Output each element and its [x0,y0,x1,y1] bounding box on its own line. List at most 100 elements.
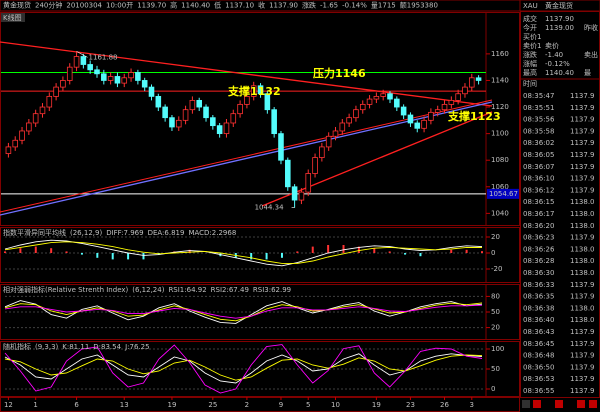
header-item: 1137.10 [225,2,254,10]
candle-body [468,77,475,88]
candle-body [305,173,312,193]
quote-label: 买价1 [523,33,541,41]
tick-price: 1137.9 [570,387,595,395]
annotation: 支撑1132 [227,84,281,98]
candle-body [141,80,148,88]
y-tick-label: 20 [491,324,500,332]
candle-body [428,111,434,121]
candle-body [285,159,291,188]
header-item: -0.14% [342,2,367,10]
legend-item: RSI3:62.99 [253,286,291,294]
tick-price: 1138.0 [570,210,595,218]
candle-body [94,69,100,75]
quote-value: -1.40 [545,51,563,59]
candle-body [196,99,202,108]
y-tick-label: 1080 [491,156,509,164]
legend-item: RSI1:64.92 [168,286,206,294]
candle-body [298,191,305,201]
quote-label: 卖价1 [523,42,541,50]
value-label: 1044.34 [255,204,284,212]
candle-body [434,109,441,113]
x-tick-label: 6 [74,401,79,409]
icon[interactable] [522,400,530,408]
candle-body [39,106,46,115]
candle-body [53,86,59,97]
quote-label: 涨跌 [523,50,537,59]
quote-label: 最高 [523,68,537,77]
quote-name: 黄金现货 [545,1,573,10]
tick-price: 1137.9 [570,104,595,112]
icon[interactable] [555,400,563,408]
tick-time: 08:35:58 [523,127,554,135]
quote-value: 1139.00 [545,24,574,32]
legend-item: MACD:2.2968 [188,229,236,237]
tick-time: 08:36:50 [523,363,554,371]
panel-title: 指数平滑异同平均线 [3,228,66,237]
tick-price: 1137.9 [570,234,595,242]
candle-body [46,96,53,108]
y-tick-label: 1040 [491,209,509,217]
tick-time: 08:36:15 [523,198,554,206]
tick-time: 08:36:35 [523,293,554,301]
candle-body [353,109,359,119]
x-tick-label: 19 [167,401,176,409]
header-item: 额1953380 [400,1,438,10]
tick-price: 1138.0 [570,269,595,277]
candle-body [162,106,168,119]
panel-title: 相对强弱指标(Relative Strenth Index) [3,285,129,294]
candle-body [339,122,346,132]
candle-body [407,114,414,124]
candle-body [264,93,271,111]
candle-body [121,77,128,84]
candle-body [257,85,264,95]
quote-value: -0.12% [545,60,570,68]
tick-price: 1138.0 [570,245,595,253]
panel-frame [0,284,520,340]
tick-price: 1137.9 [570,186,595,194]
quote-value: 卖价 [545,42,559,50]
candle-body [346,117,352,124]
icon[interactable] [533,400,541,408]
tick-time: 08:36:40 [523,316,554,324]
trend-line [261,111,493,207]
ticks-header: 时间 [523,79,537,88]
candle-body [400,106,407,116]
candle-body [32,113,39,124]
y-tick-label: 1140 [491,76,509,84]
candle-body [475,77,482,81]
candle-body [271,109,277,135]
indicator-line [4,344,483,394]
icon[interactable] [589,400,597,408]
icon[interactable] [577,400,585,408]
header-item: 低 [214,1,221,10]
candle-body [128,72,134,79]
tick-price: 1138.0 [570,198,595,206]
tick-time: 08:35:56 [523,116,555,124]
candle-body [230,113,237,124]
y-tick-label: 50 [491,308,500,316]
tick-price: 1137.9 [570,328,595,336]
indicator-line [4,300,483,324]
candle-body [175,119,182,128]
tick-price: 1137.9 [570,127,595,135]
tick-time: 08:36:20 [523,222,554,230]
quote-label: 今开 [523,23,537,32]
legend-item: (6,12,24) [132,286,164,294]
candle-body [80,56,87,65]
header-item: 黄金现货 [3,1,31,10]
legend-item: J:76.25 [124,343,149,351]
indicator-line [4,241,483,264]
toolbar-icons [522,400,597,408]
candle-body [216,125,223,135]
tick-price: 1137.9 [570,352,595,360]
indicator-line [4,304,483,319]
y-tick-label: 80 [491,292,500,300]
tick-time: 08:36:43 [523,328,554,336]
x-tick-label: 23 [406,401,415,409]
tick-price: 1137.9 [570,92,595,100]
candle-body [278,133,284,161]
y-tick-label: 1160 [491,50,509,58]
y-tick-label: 1100 [491,130,509,138]
